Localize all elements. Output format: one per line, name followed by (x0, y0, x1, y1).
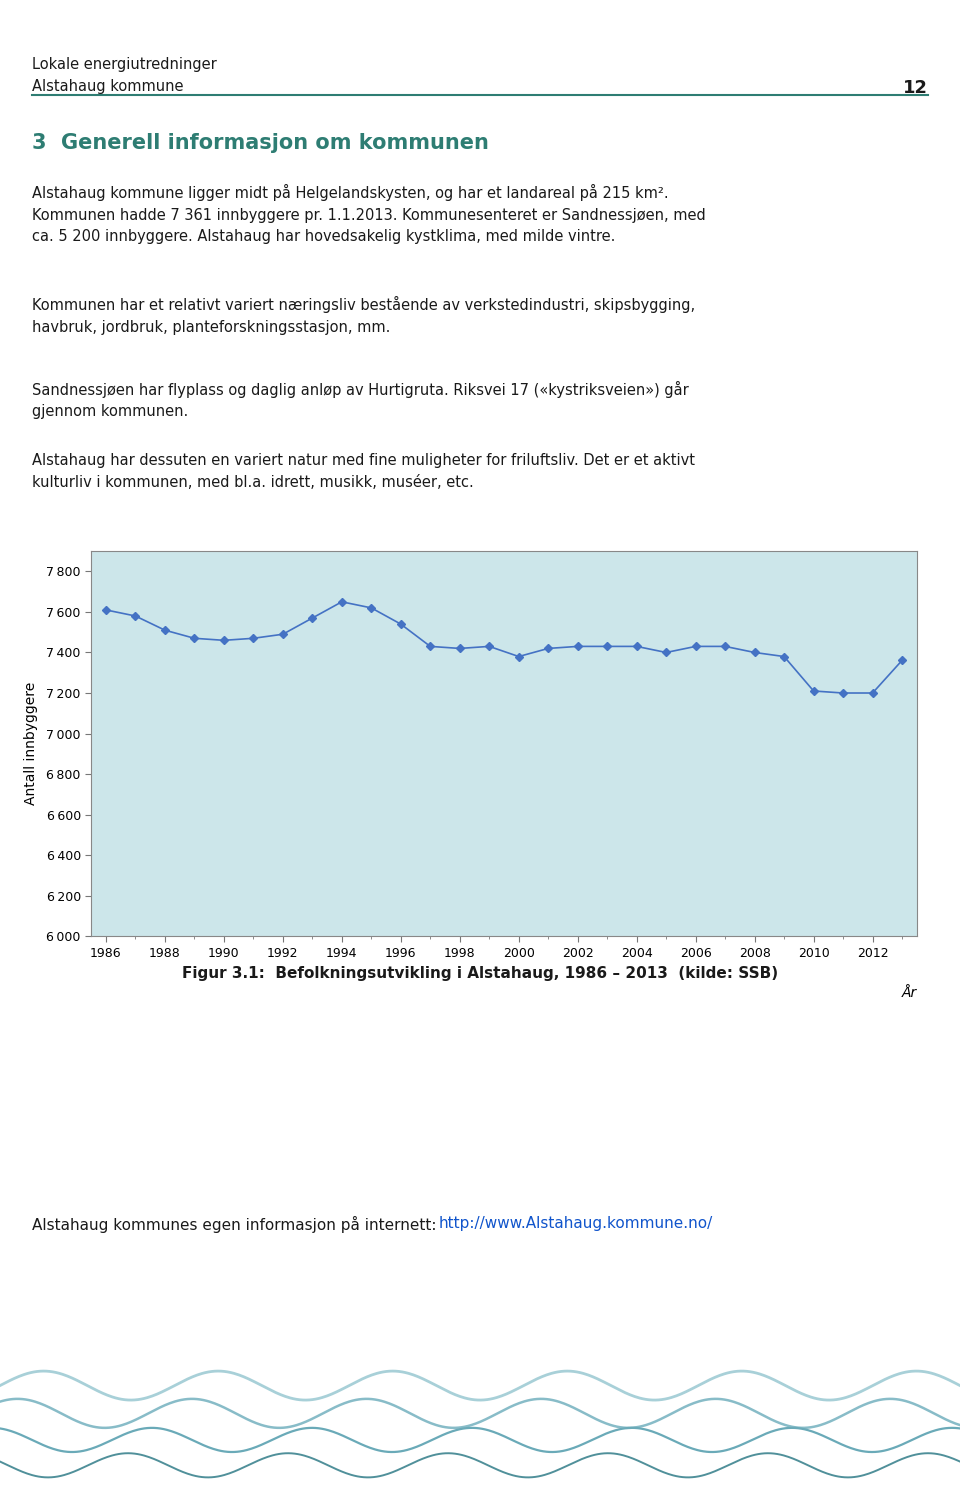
Text: År: År (901, 986, 917, 1000)
Text: Alstahaug kommunes egen informasjon på internett:: Alstahaug kommunes egen informasjon på i… (32, 1216, 441, 1232)
Text: Lokale energiutredninger: Lokale energiutredninger (32, 57, 216, 72)
Text: Kommunen har et relativt variert næringsliv bestående av verkstedindustri, skips: Kommunen har et relativt variert nærings… (32, 296, 695, 335)
Y-axis label: Antall innbyggere: Antall innbyggere (24, 683, 38, 805)
Text: Alstahaug kommune: Alstahaug kommune (32, 79, 183, 94)
Text: Alstahaug har dessuten en variert natur med fine muligheter for friluftsliv. Det: Alstahaug har dessuten en variert natur … (32, 453, 695, 489)
Text: 3  Generell informasjon om kommunen: 3 Generell informasjon om kommunen (32, 133, 489, 153)
Text: Sandnessjøen har flyplass og daglig anløp av Hurtigruta. Riksvei 17 («kystriksve: Sandnessjøen har flyplass og daglig anlø… (32, 381, 688, 420)
Text: Figur 3.1:  Befolkningsutvikling i Alstahaug, 1986 – 2013  (kilde: SSB): Figur 3.1: Befolkningsutvikling i Alstah… (182, 966, 778, 982)
Text: http://www.Alstahaug.kommune.no/: http://www.Alstahaug.kommune.no/ (439, 1216, 713, 1231)
Text: Alstahaug kommune ligger midt på Helgelandskysten, og har et landareal på 215 km: Alstahaug kommune ligger midt på Helgela… (32, 184, 706, 245)
Text: 12: 12 (903, 79, 928, 97)
